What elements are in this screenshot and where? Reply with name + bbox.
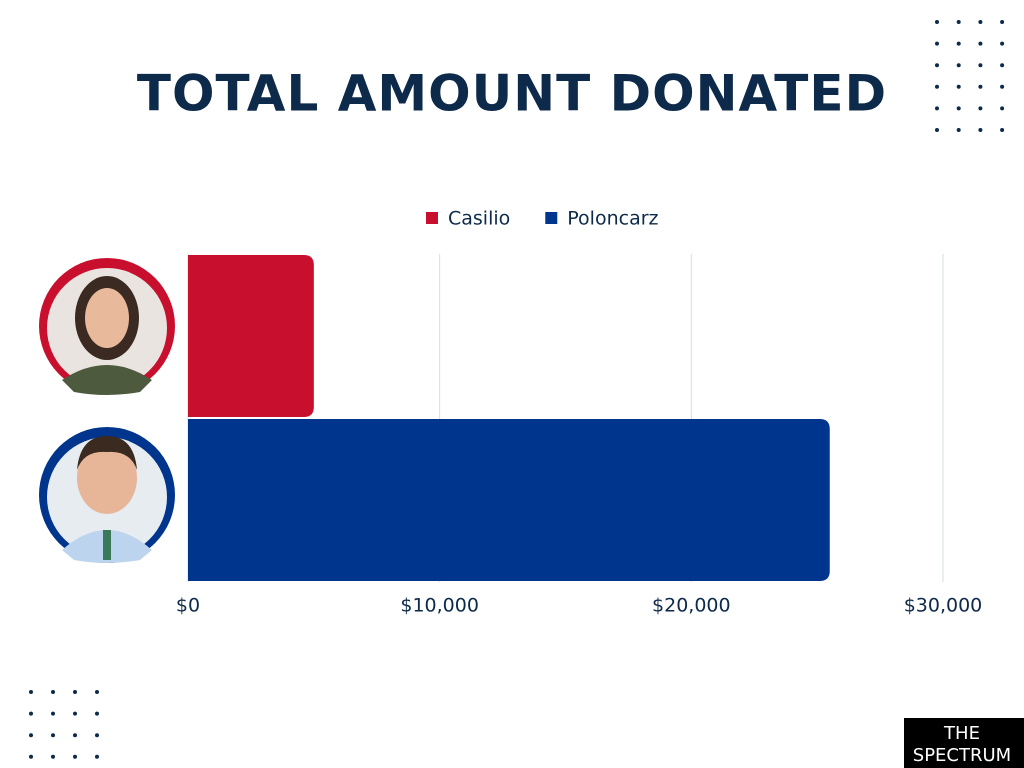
legend-swatch	[545, 212, 558, 224]
dot	[95, 690, 99, 694]
dot	[956, 128, 961, 132]
dot	[1000, 63, 1005, 68]
dot	[956, 63, 961, 68]
dot	[935, 63, 939, 68]
logo-line1: THE	[943, 723, 980, 744]
dot	[1000, 84, 1005, 89]
dot	[29, 690, 33, 694]
bar	[188, 419, 830, 581]
dot	[51, 754, 55, 759]
legend-label: Casilio	[448, 208, 510, 230]
decoration	[29, 20, 1005, 759]
dot	[51, 733, 55, 738]
dot	[73, 690, 77, 694]
photo-poloncarz	[39, 427, 175, 563]
x-tick-label: $30,000	[904, 595, 983, 617]
dot	[1000, 128, 1005, 132]
dot	[956, 84, 961, 89]
dot	[95, 733, 99, 738]
dot	[73, 754, 77, 759]
logo: THE SPECTRUM	[904, 718, 1024, 768]
dot	[1000, 106, 1005, 111]
dot	[978, 128, 983, 132]
dot	[73, 711, 77, 716]
photo-casilio	[39, 258, 175, 395]
dot	[1000, 20, 1005, 24]
dot	[956, 41, 961, 46]
dot	[978, 106, 983, 111]
dot	[956, 20, 961, 24]
dot	[935, 84, 939, 89]
x-tick-label: $10,000	[400, 595, 479, 617]
x-tick-label: $20,000	[652, 595, 731, 617]
dot	[1000, 41, 1005, 46]
dot	[978, 63, 983, 68]
dot	[978, 20, 983, 24]
dot	[935, 128, 939, 132]
dot	[935, 41, 939, 46]
dot	[29, 711, 33, 716]
dot	[95, 754, 99, 759]
dot	[935, 106, 939, 111]
logo-line2: SPECTRUM	[913, 745, 1011, 766]
x-tick-label: $0	[176, 595, 200, 617]
dot	[978, 41, 983, 46]
dot	[51, 690, 55, 694]
dot	[95, 711, 99, 716]
legend-label: Poloncarz	[567, 208, 658, 230]
dot	[29, 733, 33, 738]
dot	[29, 754, 33, 759]
chart-title: TOTAL AMOUNT DONATED	[137, 65, 887, 123]
dot	[73, 733, 77, 738]
legend-swatch	[426, 212, 438, 224]
bar	[188, 255, 314, 417]
dot	[956, 106, 961, 111]
dot	[935, 20, 939, 24]
dot	[51, 711, 55, 716]
dot	[978, 84, 983, 89]
